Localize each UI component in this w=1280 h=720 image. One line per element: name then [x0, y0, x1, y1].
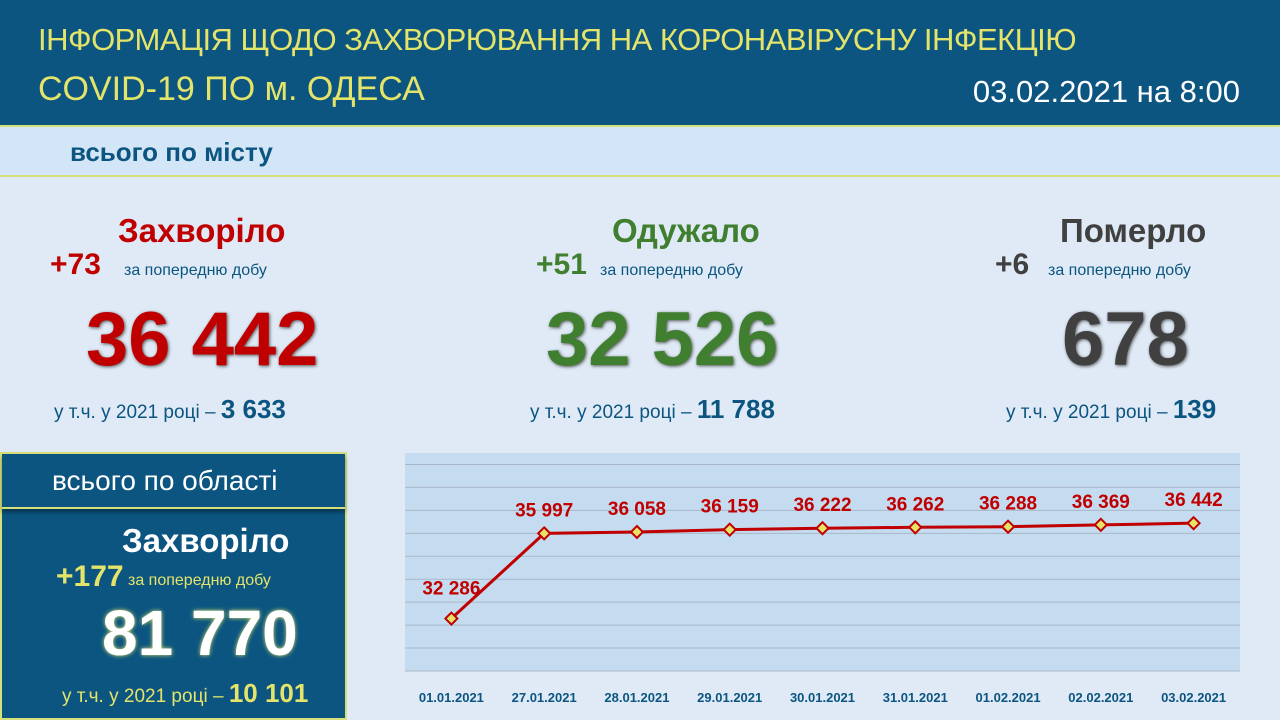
- died-delta-label: за попередню добу: [1048, 262, 1191, 279]
- sick-total: 36 442: [86, 297, 319, 382]
- data-point: [1186, 515, 1202, 531]
- data-label: 36 222: [793, 495, 851, 516]
- x-tick-label: 31.01.2021: [883, 690, 948, 705]
- x-tick-label: 29.01.2021: [697, 690, 762, 705]
- title-line1: ІНФОРМАЦІЯ ЩОДО ЗАХВОРЮВАННЯ НА КОРОНАВІ…: [38, 22, 1077, 57]
- x-tick-label: 30.01.2021: [790, 690, 855, 705]
- died-title: Померло: [1060, 212, 1207, 249]
- recovered-year-label: у т.ч. у 2021 році –: [530, 402, 692, 423]
- data-point: [907, 519, 923, 535]
- region-title: Захворіло: [122, 522, 290, 559]
- title-line2: COVID-19 ПО м. ОДЕСА: [38, 70, 425, 108]
- recovered-total: 32 526: [546, 297, 779, 382]
- x-tick-label: 28.01.2021: [604, 690, 669, 705]
- data-label: 36 159: [701, 497, 759, 518]
- data-label: 35 997: [515, 500, 573, 521]
- chart-plot-area: [405, 453, 1240, 671]
- data-label: 36 442: [1165, 490, 1223, 511]
- data-label: 36 262: [886, 494, 944, 515]
- data-label: 36 369: [1072, 492, 1130, 513]
- x-tick-label: 02.02.2021: [1068, 690, 1133, 705]
- x-tick-label: 03.02.2021: [1161, 690, 1226, 705]
- sick-title: Захворіло: [118, 212, 286, 249]
- region-year-label: у т.ч. у 2021 році –: [62, 686, 224, 707]
- region-panel: всього по області Захворіло +177 за попе…: [0, 452, 347, 720]
- x-tick-label: 01.01.2021: [419, 690, 484, 705]
- recovered-year: у т.ч. у 2021 році – 11 788: [530, 394, 775, 425]
- sick-delta-label: за попередню добу: [124, 262, 267, 279]
- region-year-value: 10 101: [228, 678, 309, 708]
- data-label: 36 288: [979, 494, 1037, 515]
- report-date: 03.02.2021 на 8:00: [972, 74, 1240, 109]
- city-section-band: всього по місту: [0, 125, 1280, 177]
- city-section-label: всього по місту: [70, 137, 273, 167]
- data-point: [1000, 519, 1016, 535]
- died-delta: +6: [995, 248, 1030, 281]
- x-tick-label: 27.01.2021: [512, 690, 577, 705]
- data-label: 36 058: [608, 499, 666, 520]
- data-point: [722, 522, 738, 538]
- x-tick-label: 01.02.2021: [976, 690, 1041, 705]
- sick-year: у т.ч. у 2021 році – 3 633: [54, 394, 286, 425]
- data-label: 32 286: [422, 579, 480, 600]
- sick-year-label: у т.ч. у 2021 році –: [54, 402, 216, 423]
- died-year-label: у т.ч. у 2021 році –: [1006, 402, 1168, 423]
- sick-delta: +73: [50, 248, 101, 281]
- died-year-value: 139: [1172, 394, 1217, 424]
- recovered-title: Одужало: [612, 212, 760, 249]
- recovered-year-value: 11 788: [696, 394, 775, 424]
- recovered-delta: +51: [536, 248, 587, 281]
- data-point: [443, 611, 459, 626]
- data-point: [815, 520, 830, 536]
- data-point: [1093, 517, 1109, 533]
- sick-year-value: 3 633: [220, 394, 286, 424]
- region-year: у т.ч. у 2021 році – 10 101: [62, 678, 308, 709]
- series-line: [450, 521, 1194, 620]
- died-year: у т.ч. у 2021 році – 139: [1006, 394, 1216, 425]
- recovered-delta-label: за попередню добу: [600, 262, 743, 279]
- region-delta: +177: [56, 560, 124, 593]
- header: ІНФОРМАЦІЯ ЩОДО ЗАХВОРЮВАННЯ НА КОРОНАВІ…: [0, 0, 1280, 125]
- region-section-label: всього по області: [52, 465, 278, 496]
- died-total: 678: [1062, 297, 1189, 382]
- region-total: 81 770: [102, 597, 298, 669]
- data-point: [536, 525, 552, 541]
- region-delta-label: за попередню добу: [128, 572, 271, 589]
- data-point: [629, 524, 645, 540]
- region-header: всього по області: [2, 454, 345, 509]
